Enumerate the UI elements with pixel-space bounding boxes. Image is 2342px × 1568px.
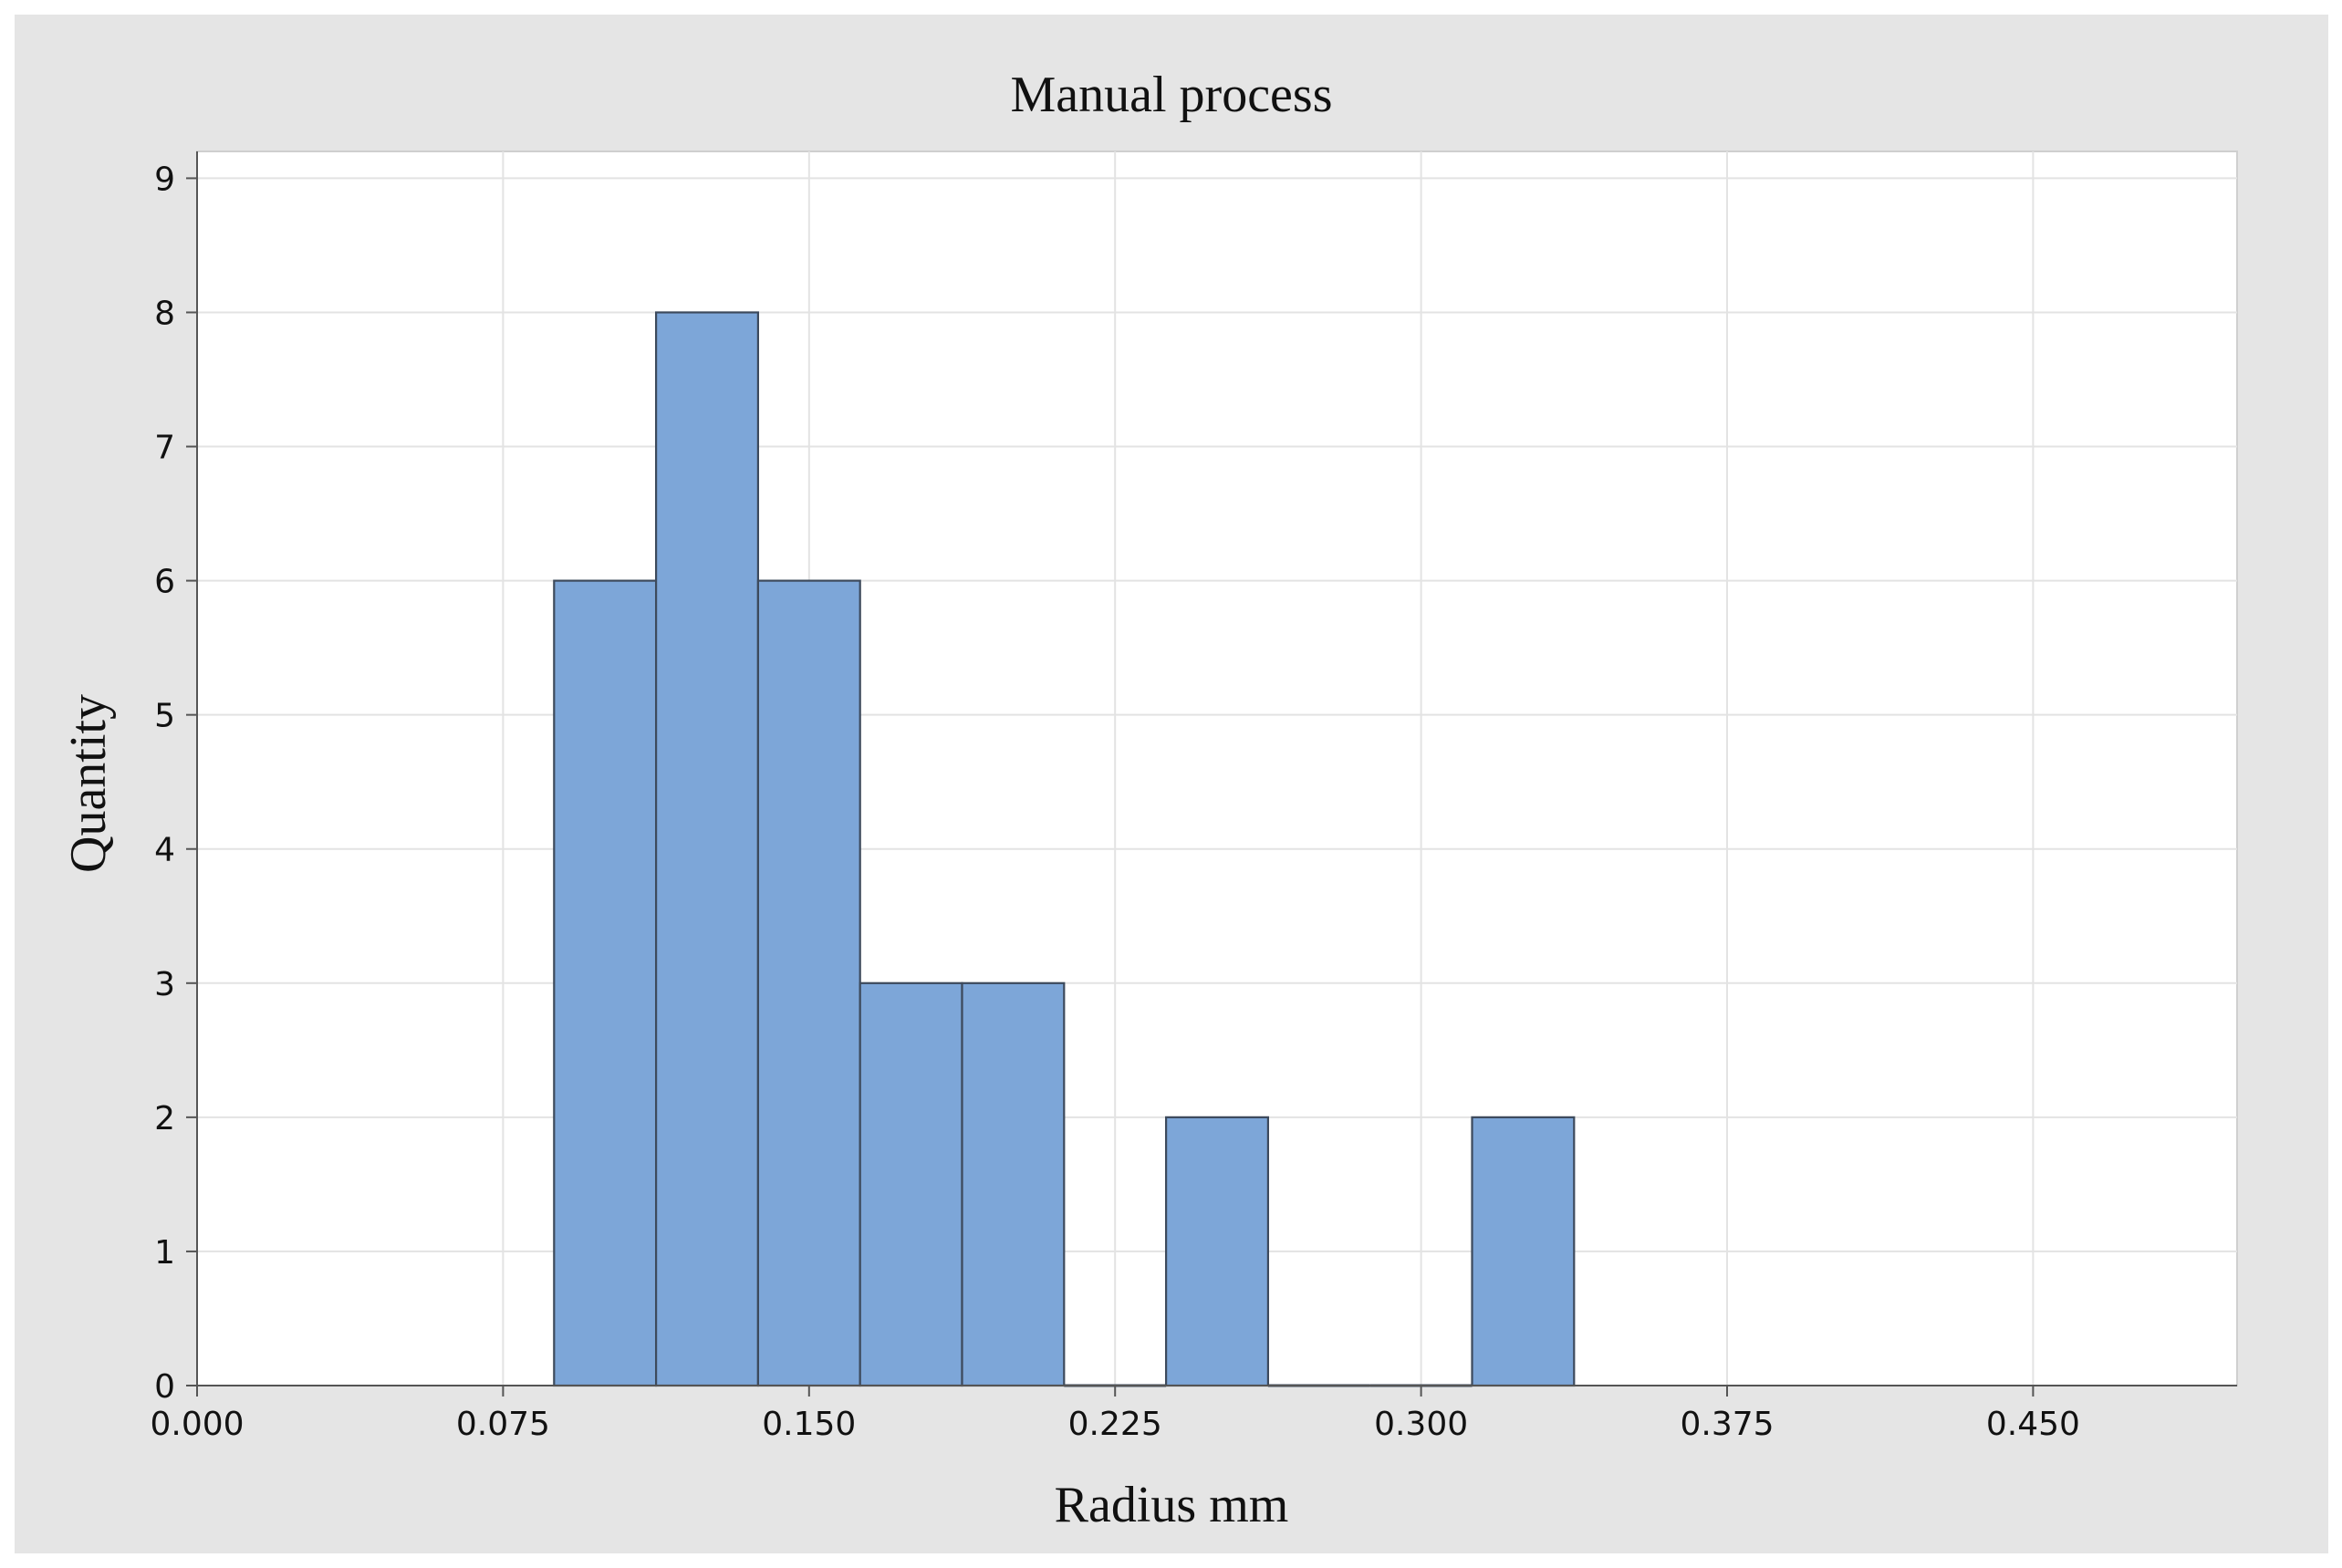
axes-layer	[196, 151, 2237, 1386]
x-tick-label: 0.225	[1068, 1406, 1162, 1443]
histogram-bar	[1164, 1116, 1269, 1387]
y-tick-label: 4	[154, 832, 175, 869]
y-tick-label: 3	[154, 966, 175, 1003]
bars-layer	[553, 311, 1576, 1387]
histogram-bar	[553, 579, 658, 1387]
y-tick-label: 7	[154, 430, 175, 467]
y-axis-label: Quantity	[60, 694, 117, 873]
histogram-bar	[859, 981, 963, 1387]
histogram-bar	[961, 981, 1066, 1387]
y-tick-label: 0	[154, 1368, 175, 1406]
x-tick-label: 0.450	[1986, 1406, 2080, 1443]
histogram-bar	[654, 311, 759, 1387]
y-tick-label: 8	[154, 295, 175, 332]
figure-frame: Manual process 0.000 0.075 0.150 0.225 0.300…	[15, 15, 2328, 1553]
y-tick-label: 9	[154, 161, 175, 198]
x-tick-label: 0.000	[150, 1406, 244, 1443]
y-tick-label: 5	[154, 698, 175, 735]
histogram-chart: Manual process 0.000 0.075 0.150 0.225 0.300…	[60, 67, 2238, 1533]
x-axis-label: Radius mm	[1055, 1477, 1289, 1533]
ticks-layer: 0.000 0.075 0.150 0.225 0.300 0.375 0.450 0 1 2 3 4…	[150, 161, 2079, 1443]
chart-title: Manual process	[1010, 67, 1332, 123]
histogram-bar	[1471, 1116, 1576, 1387]
x-tick-label: 0.075	[456, 1406, 550, 1443]
histogram-bar	[756, 579, 861, 1387]
y-tick-label: 1	[154, 1234, 175, 1272]
x-tick-label: 0.150	[762, 1406, 856, 1443]
y-tick-label: 2	[154, 1100, 175, 1137]
x-tick-label: 0.375	[1680, 1406, 1774, 1443]
x-tick-label: 0.300	[1374, 1406, 1468, 1443]
y-tick-label: 6	[154, 564, 175, 601]
